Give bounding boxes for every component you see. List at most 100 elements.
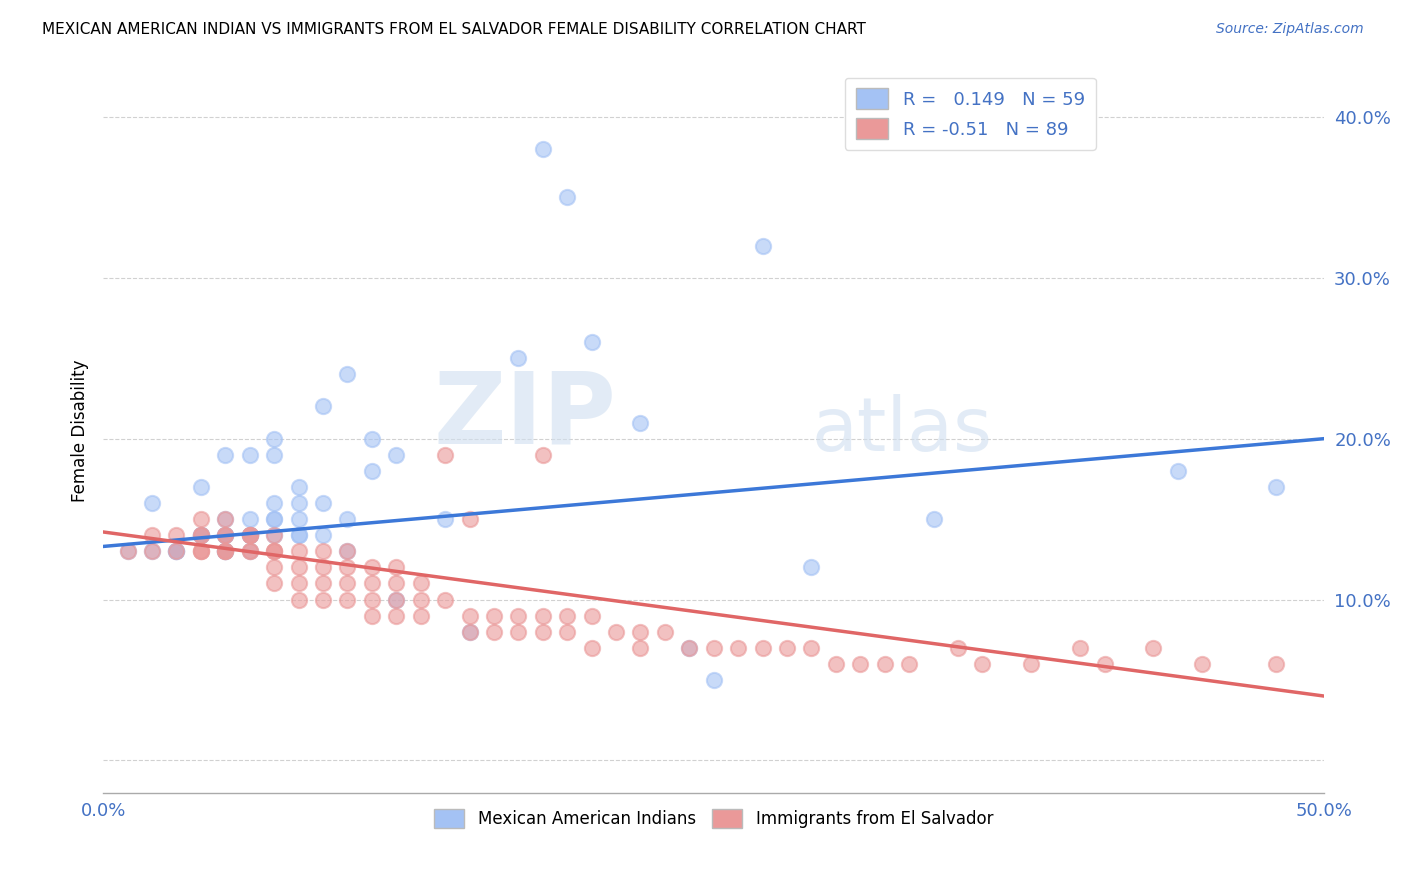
Point (825, 657, 848, 671)
Point (1191, 657, 1213, 671)
Point (409, 592, 432, 607)
Point (287, 576, 309, 591)
Point (531, 142, 554, 156)
Point (263, 448, 285, 462)
Point (141, 496, 163, 510)
Point (776, 640, 799, 655)
Point (434, 448, 457, 462)
Point (508, 351, 530, 366)
Point (727, 640, 749, 655)
Point (214, 528, 236, 542)
Point (946, 640, 969, 655)
Point (630, 416, 652, 430)
Point (165, 544, 187, 558)
Point (263, 528, 285, 542)
Point (630, 624, 652, 639)
Legend: Mexican American Indians, Immigrants from El Salvador: Mexican American Indians, Immigrants fro… (427, 803, 1000, 835)
Point (214, 544, 236, 558)
Point (214, 528, 236, 542)
Point (898, 657, 921, 671)
Point (190, 544, 212, 558)
Point (263, 560, 285, 574)
Point (214, 544, 236, 558)
Point (336, 544, 359, 558)
Point (458, 624, 481, 639)
Point (214, 544, 236, 558)
Point (458, 624, 481, 639)
Point (190, 528, 212, 542)
Point (239, 528, 262, 542)
Point (263, 496, 285, 510)
Point (239, 544, 262, 558)
Point (239, 528, 262, 542)
Point (678, 640, 700, 655)
Point (1019, 657, 1042, 671)
Point (214, 448, 236, 462)
Point (312, 592, 335, 607)
Point (214, 528, 236, 542)
Point (972, 657, 994, 671)
Point (458, 608, 481, 623)
Point (239, 544, 262, 558)
Point (312, 528, 335, 542)
Text: ZIP: ZIP (433, 368, 616, 465)
Point (581, 608, 603, 623)
Point (385, 608, 408, 623)
Point (531, 448, 554, 462)
Point (263, 576, 285, 591)
Point (849, 657, 872, 671)
Point (165, 544, 187, 558)
Point (703, 640, 725, 655)
Text: Source: ZipAtlas.com: Source: ZipAtlas.com (1216, 22, 1364, 37)
Point (312, 576, 335, 591)
Point (482, 624, 505, 639)
Point (654, 624, 676, 639)
Y-axis label: Female Disability: Female Disability (72, 359, 89, 502)
Point (1094, 657, 1116, 671)
Point (239, 528, 262, 542)
Point (263, 432, 285, 446)
Point (508, 624, 530, 639)
Point (165, 528, 187, 542)
Point (360, 576, 382, 591)
Text: MEXICAN AMERICAN INDIAN VS IMMIGRANTS FROM EL SALVADOR FEMALE DISABILITY CORRELA: MEXICAN AMERICAN INDIAN VS IMMIGRANTS FR… (42, 22, 866, 37)
Point (1167, 464, 1189, 478)
Point (336, 512, 359, 526)
Point (214, 544, 236, 558)
Point (165, 544, 187, 558)
Point (190, 528, 212, 542)
Point (434, 592, 457, 607)
Point (385, 592, 408, 607)
Point (336, 368, 359, 382)
Point (1264, 480, 1286, 494)
Point (141, 544, 163, 558)
Point (678, 640, 700, 655)
Point (287, 528, 309, 542)
Point (555, 624, 578, 639)
Point (214, 544, 236, 558)
Point (581, 640, 603, 655)
Point (360, 464, 382, 478)
Point (263, 544, 285, 558)
Point (141, 528, 163, 542)
Point (190, 544, 212, 558)
Point (336, 576, 359, 591)
Point (214, 512, 236, 526)
Point (1264, 657, 1286, 671)
Point (239, 512, 262, 526)
Point (214, 544, 236, 558)
Point (385, 448, 408, 462)
Point (287, 560, 309, 574)
Point (214, 528, 236, 542)
Point (360, 432, 382, 446)
Point (360, 608, 382, 623)
Point (190, 528, 212, 542)
Point (239, 528, 262, 542)
Point (555, 608, 578, 623)
Point (434, 512, 457, 526)
Point (751, 238, 773, 252)
Point (287, 544, 309, 558)
Point (482, 608, 505, 623)
Point (1069, 640, 1091, 655)
Point (336, 592, 359, 607)
